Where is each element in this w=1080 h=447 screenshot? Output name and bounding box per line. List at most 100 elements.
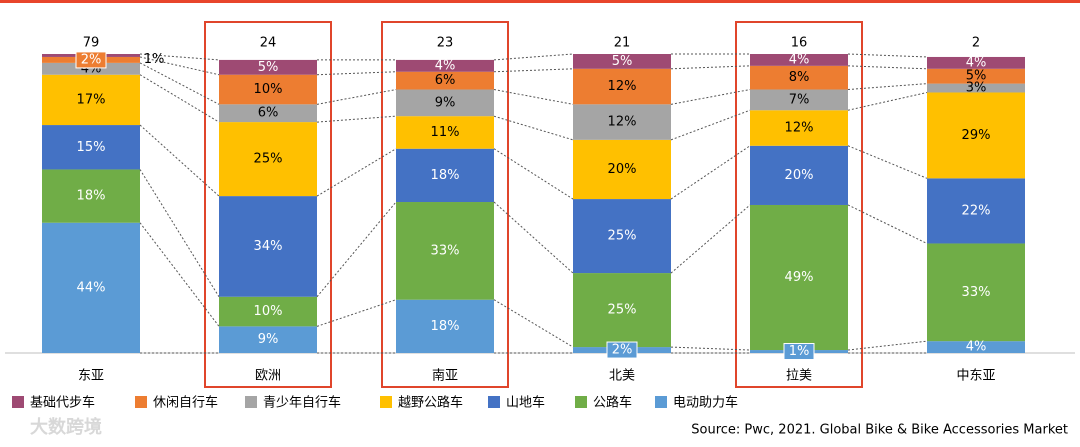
value-label: 18%: [77, 189, 106, 204]
bar-segment: [396, 116, 494, 149]
connector: [670, 89, 751, 105]
bar-segment: [927, 92, 1025, 179]
bar-segment: [396, 202, 494, 300]
connector: [316, 299, 397, 327]
bar-segment: [927, 178, 1025, 244]
value-label: 1%: [789, 344, 810, 359]
connector: [139, 56, 220, 76]
value-label: 33%: [962, 285, 991, 300]
total-label: 23: [437, 36, 454, 51]
connector: [493, 68, 574, 73]
connector: [670, 346, 751, 351]
legend-label: 公路车: [593, 395, 632, 411]
legend-swatch: [245, 396, 257, 408]
legend-label: 青少年自行车: [263, 395, 341, 411]
connector: [316, 201, 397, 298]
bar-segment: [42, 74, 140, 126]
connector: [847, 83, 928, 91]
connector: [316, 89, 397, 105]
bar-segment: [750, 110, 848, 146]
connector: [493, 53, 574, 61]
legend-label: 越野公路车: [398, 395, 463, 411]
x-tick-label: 东亚: [78, 369, 104, 384]
value-label: 4%: [435, 58, 456, 73]
bar-segment: [927, 341, 1025, 353]
connector: [847, 340, 928, 351]
value-label: 2%: [81, 52, 102, 67]
connector: [847, 204, 928, 244]
bar-segment: [42, 169, 140, 223]
connector: [493, 201, 574, 274]
highlight-box: [204, 21, 332, 388]
value-label: 25%: [608, 303, 637, 318]
total-label: 24: [260, 36, 277, 51]
value-label: 4%: [966, 55, 987, 70]
value-label: 7%: [789, 92, 810, 107]
bar-segment: [396, 299, 494, 353]
bar-segment: [396, 148, 494, 203]
legend-swatch: [575, 396, 587, 408]
total-label: 21: [614, 36, 631, 51]
bar-segment: [219, 122, 317, 197]
connector: [139, 124, 220, 197]
legend-label: 山地车: [506, 395, 545, 411]
label-box: [75, 51, 107, 69]
bar-segment: [750, 89, 848, 111]
value-label: 2%: [612, 343, 633, 358]
value-label: 10%: [254, 82, 283, 97]
value-label: 18%: [431, 319, 460, 334]
bar-segment: [396, 89, 494, 117]
x-tick-label: 拉美: [786, 369, 812, 384]
bar-segment: [750, 54, 848, 66]
connector: [139, 222, 220, 327]
bar-segment: [573, 273, 671, 348]
top-rule: [0, 0, 1080, 3]
bar-segment: [573, 104, 671, 140]
connector: [670, 109, 751, 141]
connector: [493, 148, 574, 200]
bar-segment: [396, 59, 494, 72]
bar-segment: [927, 68, 1025, 84]
connector: [139, 53, 220, 61]
bar-segment: [219, 296, 317, 327]
bar-segment: [42, 222, 140, 353]
x-tick-label: 南亚: [432, 368, 458, 384]
value-label: 5%: [966, 69, 987, 84]
legend-label: 休闲自行车: [153, 395, 218, 411]
value-label: 3%: [966, 81, 987, 96]
bar-segment: [42, 62, 140, 75]
label-box: [606, 341, 638, 359]
bar-segment: [219, 74, 317, 105]
value-label: 12%: [608, 115, 637, 130]
value-label: 18%: [431, 168, 460, 183]
value-label: 9%: [258, 332, 279, 347]
value-label: 25%: [608, 229, 637, 244]
connector: [493, 299, 574, 348]
value-label: 6%: [435, 73, 456, 88]
legend-swatch: [380, 396, 392, 408]
bar-segment: [750, 204, 848, 351]
connector: [316, 148, 397, 197]
bar-segment: [396, 71, 494, 90]
value-label: 22%: [962, 203, 991, 218]
bar-segment: [573, 54, 671, 69]
value-label: 12%: [608, 79, 637, 94]
x-tick-label: 中东亚: [956, 369, 995, 384]
total-label: 2: [972, 36, 980, 51]
connector: [139, 169, 220, 298]
connector: [493, 115, 574, 141]
bar-segment: [927, 83, 1025, 93]
highlight-box: [381, 21, 509, 388]
total-label: 16: [791, 36, 808, 51]
bar-segment: [927, 243, 1025, 342]
x-tick-label: 欧洲: [255, 369, 281, 384]
legend-swatch: [12, 396, 24, 408]
value-label: 12%: [785, 121, 814, 136]
value-label: 20%: [608, 162, 637, 177]
connector: [493, 89, 574, 105]
value-label: 5%: [258, 60, 279, 75]
value-label: 8%: [789, 70, 810, 85]
value-label: 4%: [789, 52, 810, 67]
bar-segment: [219, 59, 317, 75]
